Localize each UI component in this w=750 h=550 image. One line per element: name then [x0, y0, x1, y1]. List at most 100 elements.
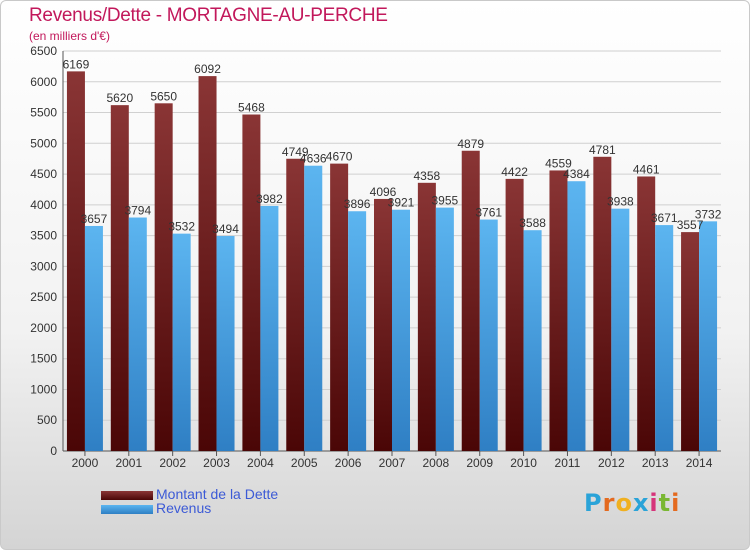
data-label-debt-2012: 4781	[589, 143, 616, 157]
data-label-debt-2009: 4879	[457, 137, 484, 151]
bar-debt-2003	[198, 76, 217, 451]
data-label-revenue-2004: 3982	[256, 192, 283, 206]
chart-title: Revenus/Dette - MORTAGNE-AU-PERCHE	[29, 5, 388, 26]
bar-revenue-2002	[172, 233, 191, 451]
x-tick-label: 2007	[379, 456, 406, 470]
x-tick-label: 2004	[247, 456, 274, 470]
data-label-revenue-2009: 3761	[475, 206, 502, 220]
x-tick-label: 2010	[510, 456, 537, 470]
x-tick-label: 2000	[72, 456, 99, 470]
bar-revenue-2001	[128, 217, 147, 451]
bar-debt-2002	[154, 103, 173, 452]
data-label-debt-2013: 4461	[633, 162, 660, 176]
x-tick-label: 2013	[642, 456, 669, 470]
x-tick-label: 2001	[115, 456, 142, 470]
data-label-debt-2000: 6169	[63, 57, 90, 71]
bar-revenue-2014	[699, 221, 718, 451]
bar-debt-2001	[110, 105, 129, 452]
y-tick-label: 5000	[30, 136, 57, 150]
bar-revenue-2000	[84, 225, 103, 451]
y-tick-label: 2000	[30, 321, 57, 335]
bar-debt-2011	[549, 170, 568, 451]
data-label-revenue-2003: 3494	[212, 222, 239, 236]
x-tick-label: 2005	[291, 456, 318, 470]
logo-letter: r	[602, 489, 616, 517]
x-tick-label: 2011	[555, 456, 581, 470]
data-label-debt-2003: 6092	[194, 62, 221, 76]
data-label-debt-2014: 3557	[677, 218, 704, 232]
data-label-revenue-2010: 3588	[519, 216, 546, 230]
data-label-revenue-2006: 3896	[344, 197, 371, 211]
data-label-revenue-2001: 3794	[124, 204, 151, 218]
bar-debt-2006	[330, 163, 349, 451]
y-tick-label: 500	[37, 413, 57, 427]
y-tick-label: 1000	[30, 382, 57, 396]
bar-debt-2009	[461, 150, 480, 451]
data-label-debt-2010: 4422	[501, 165, 528, 179]
bar-revenue-2011	[567, 181, 586, 451]
data-label-debt-2001: 5620	[106, 91, 133, 105]
legend-swatch-revenue	[101, 505, 153, 514]
bar-debt-2012	[593, 156, 612, 452]
x-tick-label: 2009	[466, 456, 493, 470]
x-tick-label: 2003	[203, 456, 230, 470]
logo-letter: t	[658, 489, 672, 517]
data-label-revenue-2000: 3657	[81, 212, 108, 226]
bar-revenue-2003	[216, 235, 235, 451]
bar-revenue-2004	[260, 205, 279, 451]
bar-debt-2004	[242, 114, 261, 451]
data-label-revenue-2008: 3955	[432, 194, 459, 208]
y-tick-label: 0	[50, 444, 57, 458]
bar-revenue-2012	[611, 208, 630, 451]
logo-letter: P	[584, 489, 603, 517]
data-label-revenue-2002: 3532	[168, 220, 195, 234]
bar-debt-2010	[505, 178, 524, 451]
y-tick-label: 1500	[30, 352, 57, 366]
x-tick-label: 2002	[159, 456, 186, 470]
bar-debt-2013	[637, 176, 656, 451]
label-layer: 6169 3657 5620 3794 5650 3532 6092 3494 5468 3982…	[63, 57, 722, 236]
data-label-revenue-2005: 4636	[300, 152, 327, 166]
data-label-debt-2006: 4670	[326, 150, 353, 164]
bar-revenue-2009	[479, 219, 498, 451]
bar-revenue-2008	[435, 207, 454, 451]
legend-label-revenue: Revenus	[156, 500, 212, 516]
logo-letter: i	[671, 489, 681, 517]
data-label-debt-2002: 5650	[150, 89, 177, 103]
x-tick-label: 2012	[598, 456, 625, 470]
data-label-revenue-2007: 3921	[388, 196, 415, 210]
x-tick-label: 2014	[686, 456, 713, 470]
y-tick-label: 6500	[30, 44, 57, 58]
bar-debt-2007	[374, 198, 392, 451]
logo-letter: x	[632, 489, 650, 517]
x-tick-label: 2006	[335, 456, 362, 470]
data-label-revenue-2012: 3938	[607, 195, 634, 209]
logo-letter: i	[649, 489, 659, 517]
logo-letter: o	[615, 489, 633, 517]
bar-debt-2000	[66, 71, 85, 451]
y-tick-label: 4000	[30, 198, 57, 212]
data-label-revenue-2011: 4384	[563, 167, 590, 181]
data-label-revenue-2013: 3671	[651, 211, 678, 225]
data-label-debt-2007: 4096	[370, 185, 397, 199]
y-tick-label: 6000	[30, 75, 57, 89]
data-label-debt-2005: 4749	[282, 145, 309, 159]
bar-debt-2005	[286, 158, 305, 451]
y-tick-label: 2500	[30, 290, 57, 304]
data-label-debt-2004: 5468	[238, 101, 265, 115]
bar-layer	[66, 71, 718, 452]
bar-revenue-2006	[348, 211, 367, 451]
bar-revenue-2005	[304, 165, 323, 451]
bar-revenue-2007	[392, 209, 410, 451]
y-tick-label: 5500	[30, 106, 57, 120]
y-tick-label: 3000	[30, 259, 57, 273]
legend-swatch-debt	[101, 491, 153, 500]
proxiti-logo: Proxiti	[584, 489, 680, 517]
data-label-debt-2008: 4358	[414, 169, 441, 183]
bar-debt-2008	[417, 182, 436, 452]
bar-revenue-2010	[523, 230, 542, 451]
legend-label-debt: Montant de la Dette	[156, 486, 279, 502]
chart-subtitle: (en milliers d'€)	[29, 29, 110, 43]
